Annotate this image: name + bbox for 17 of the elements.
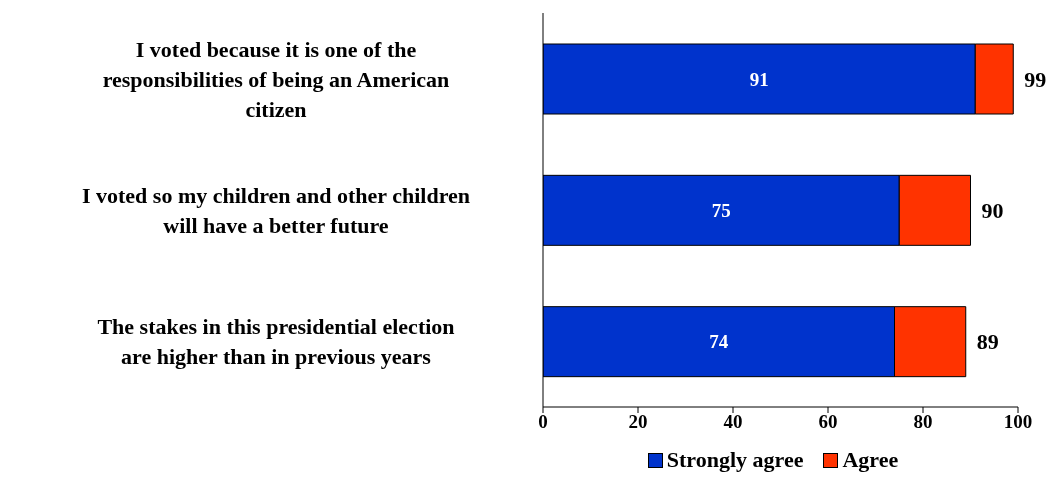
total-label: 99 bbox=[1024, 66, 1047, 92]
x-tick-label: 20 bbox=[628, 411, 648, 433]
x-tick-label: 0 bbox=[538, 411, 548, 433]
data-label: 75 bbox=[711, 199, 731, 221]
total-label: 90 bbox=[981, 197, 1004, 223]
x-tick-label: 100 bbox=[1003, 411, 1033, 433]
data-label: 74 bbox=[709, 331, 729, 353]
x-tick-label: 80 bbox=[913, 411, 933, 433]
x-tick-label: 60 bbox=[818, 411, 838, 433]
x-tick-label: 40 bbox=[723, 411, 743, 433]
legend-label: Strongly agree bbox=[665, 447, 804, 473]
data-label: 91 bbox=[749, 68, 769, 90]
y-tick-label: The stakes in this presidential election are higher than in previous years bbox=[97, 313, 455, 369]
legend-label: Agree bbox=[841, 447, 899, 473]
y-tick-label: I voted so my children and other children will have a better future bbox=[81, 182, 471, 238]
y-tick-label: I voted because it is one of the responsibilities of being an American citizen bbox=[102, 36, 450, 122]
total-label: 89 bbox=[976, 329, 999, 355]
